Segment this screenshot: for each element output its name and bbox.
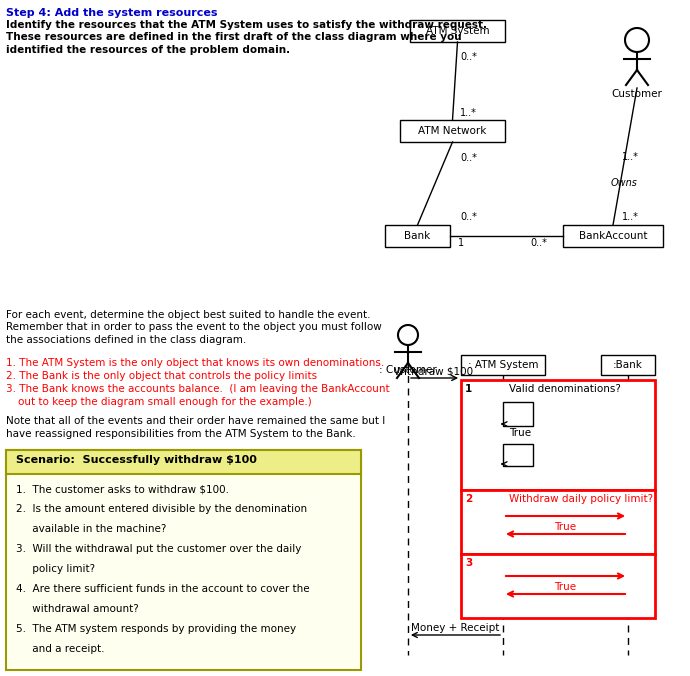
Text: ATM Network: ATM Network [418, 126, 486, 136]
Text: 4.  Are there sufficient funds in the account to cover the: 4. Are there sufficient funds in the acc… [16, 584, 310, 594]
Text: Owns: Owns [611, 178, 638, 188]
Text: withdrawal amount?: withdrawal amount? [16, 604, 139, 614]
Text: Step 4: Add the system resources: Step 4: Add the system resources [6, 8, 217, 18]
Text: Money + Receipt: Money + Receipt [411, 623, 499, 633]
Bar [6, 450, 361, 670]
Text: True: True [554, 522, 576, 532]
Bar [6, 450, 361, 474]
Bar [461, 355, 545, 375]
Text: 3.  Will the withdrawal put the customer over the daily: 3. Will the withdrawal put the customer … [16, 544, 302, 554]
Text: 1..*: 1..* [622, 212, 639, 222]
Text: 1..*: 1..* [622, 152, 639, 162]
Text: 1: 1 [465, 384, 472, 394]
Text: 1: 1 [458, 238, 464, 248]
Text: Valid denominations?: Valid denominations? [509, 384, 621, 394]
Text: 2. The Bank is the only object that controls the policy limits: 2. The Bank is the only object that cont… [6, 371, 317, 381]
Text: 3: 3 [465, 558, 472, 568]
Bar [410, 20, 505, 42]
Text: 1.  The customer asks to withdraw $100.: 1. The customer asks to withdraw $100. [16, 484, 229, 494]
Text: 0..*: 0..* [460, 153, 477, 163]
Text: True: True [554, 582, 576, 592]
Text: 0..*: 0..* [460, 52, 477, 62]
Text: and a receipt.: and a receipt. [16, 644, 104, 654]
Text: 0..*: 0..* [460, 212, 477, 222]
Text: 5.  The ATM system responds by providing the money: 5. The ATM system responds by providing … [16, 624, 296, 634]
Text: True: True [509, 428, 531, 438]
Text: :Bank: :Bank [613, 360, 643, 370]
Text: Note that all of the events and their order have remained the same but I
have re: Note that all of the events and their or… [6, 416, 385, 439]
Bar [461, 554, 655, 618]
Text: Bank: Bank [404, 231, 431, 241]
Text: Customer: Customer [611, 89, 662, 99]
Text: 3. The Bank knows the accounts balance.  (I am leaving the BankAccount: 3. The Bank knows the accounts balance. … [6, 384, 390, 394]
Text: Identify the resources that the ATM System uses to satisfy the withdraw request.: Identify the resources that the ATM Syst… [6, 20, 487, 55]
Text: available in the machine?: available in the machine? [16, 524, 166, 534]
Bar [503, 444, 533, 466]
Bar [503, 402, 533, 426]
Text: 2.  Is the amount entered divisible by the denomination: 2. Is the amount entered divisible by th… [16, 504, 307, 514]
Bar [400, 120, 505, 142]
Text: 1. The ATM System is the only object that knows its own denominations.: 1. The ATM System is the only object tha… [6, 358, 384, 368]
Text: : Customer: : Customer [379, 365, 437, 375]
Text: policy limit?: policy limit? [16, 564, 95, 574]
Bar [461, 380, 655, 490]
Text: Scenario:  Successfully withdraw $100: Scenario: Successfully withdraw $100 [16, 455, 257, 465]
Text: 0..*: 0..* [530, 238, 547, 248]
Text: Withdraw daily policy limit?: Withdraw daily policy limit? [509, 494, 653, 504]
Bar [601, 355, 655, 375]
Text: ATM System: ATM System [426, 26, 489, 36]
Bar [461, 490, 655, 554]
Text: BankAccount: BankAccount [579, 231, 647, 241]
Text: 1..*: 1..* [460, 108, 477, 118]
Text: Withdraw $100: Withdraw $100 [395, 366, 473, 376]
Text: : ATM System: : ATM System [468, 360, 538, 370]
Text: out to keep the diagram small enough for the example.): out to keep the diagram small enough for… [18, 397, 312, 407]
Text: 2: 2 [465, 494, 472, 504]
Text: For each event, determine the object best suited to handle the event.
Remember t: For each event, determine the object bes… [6, 310, 382, 345]
Bar [563, 225, 663, 247]
Bar [385, 225, 450, 247]
